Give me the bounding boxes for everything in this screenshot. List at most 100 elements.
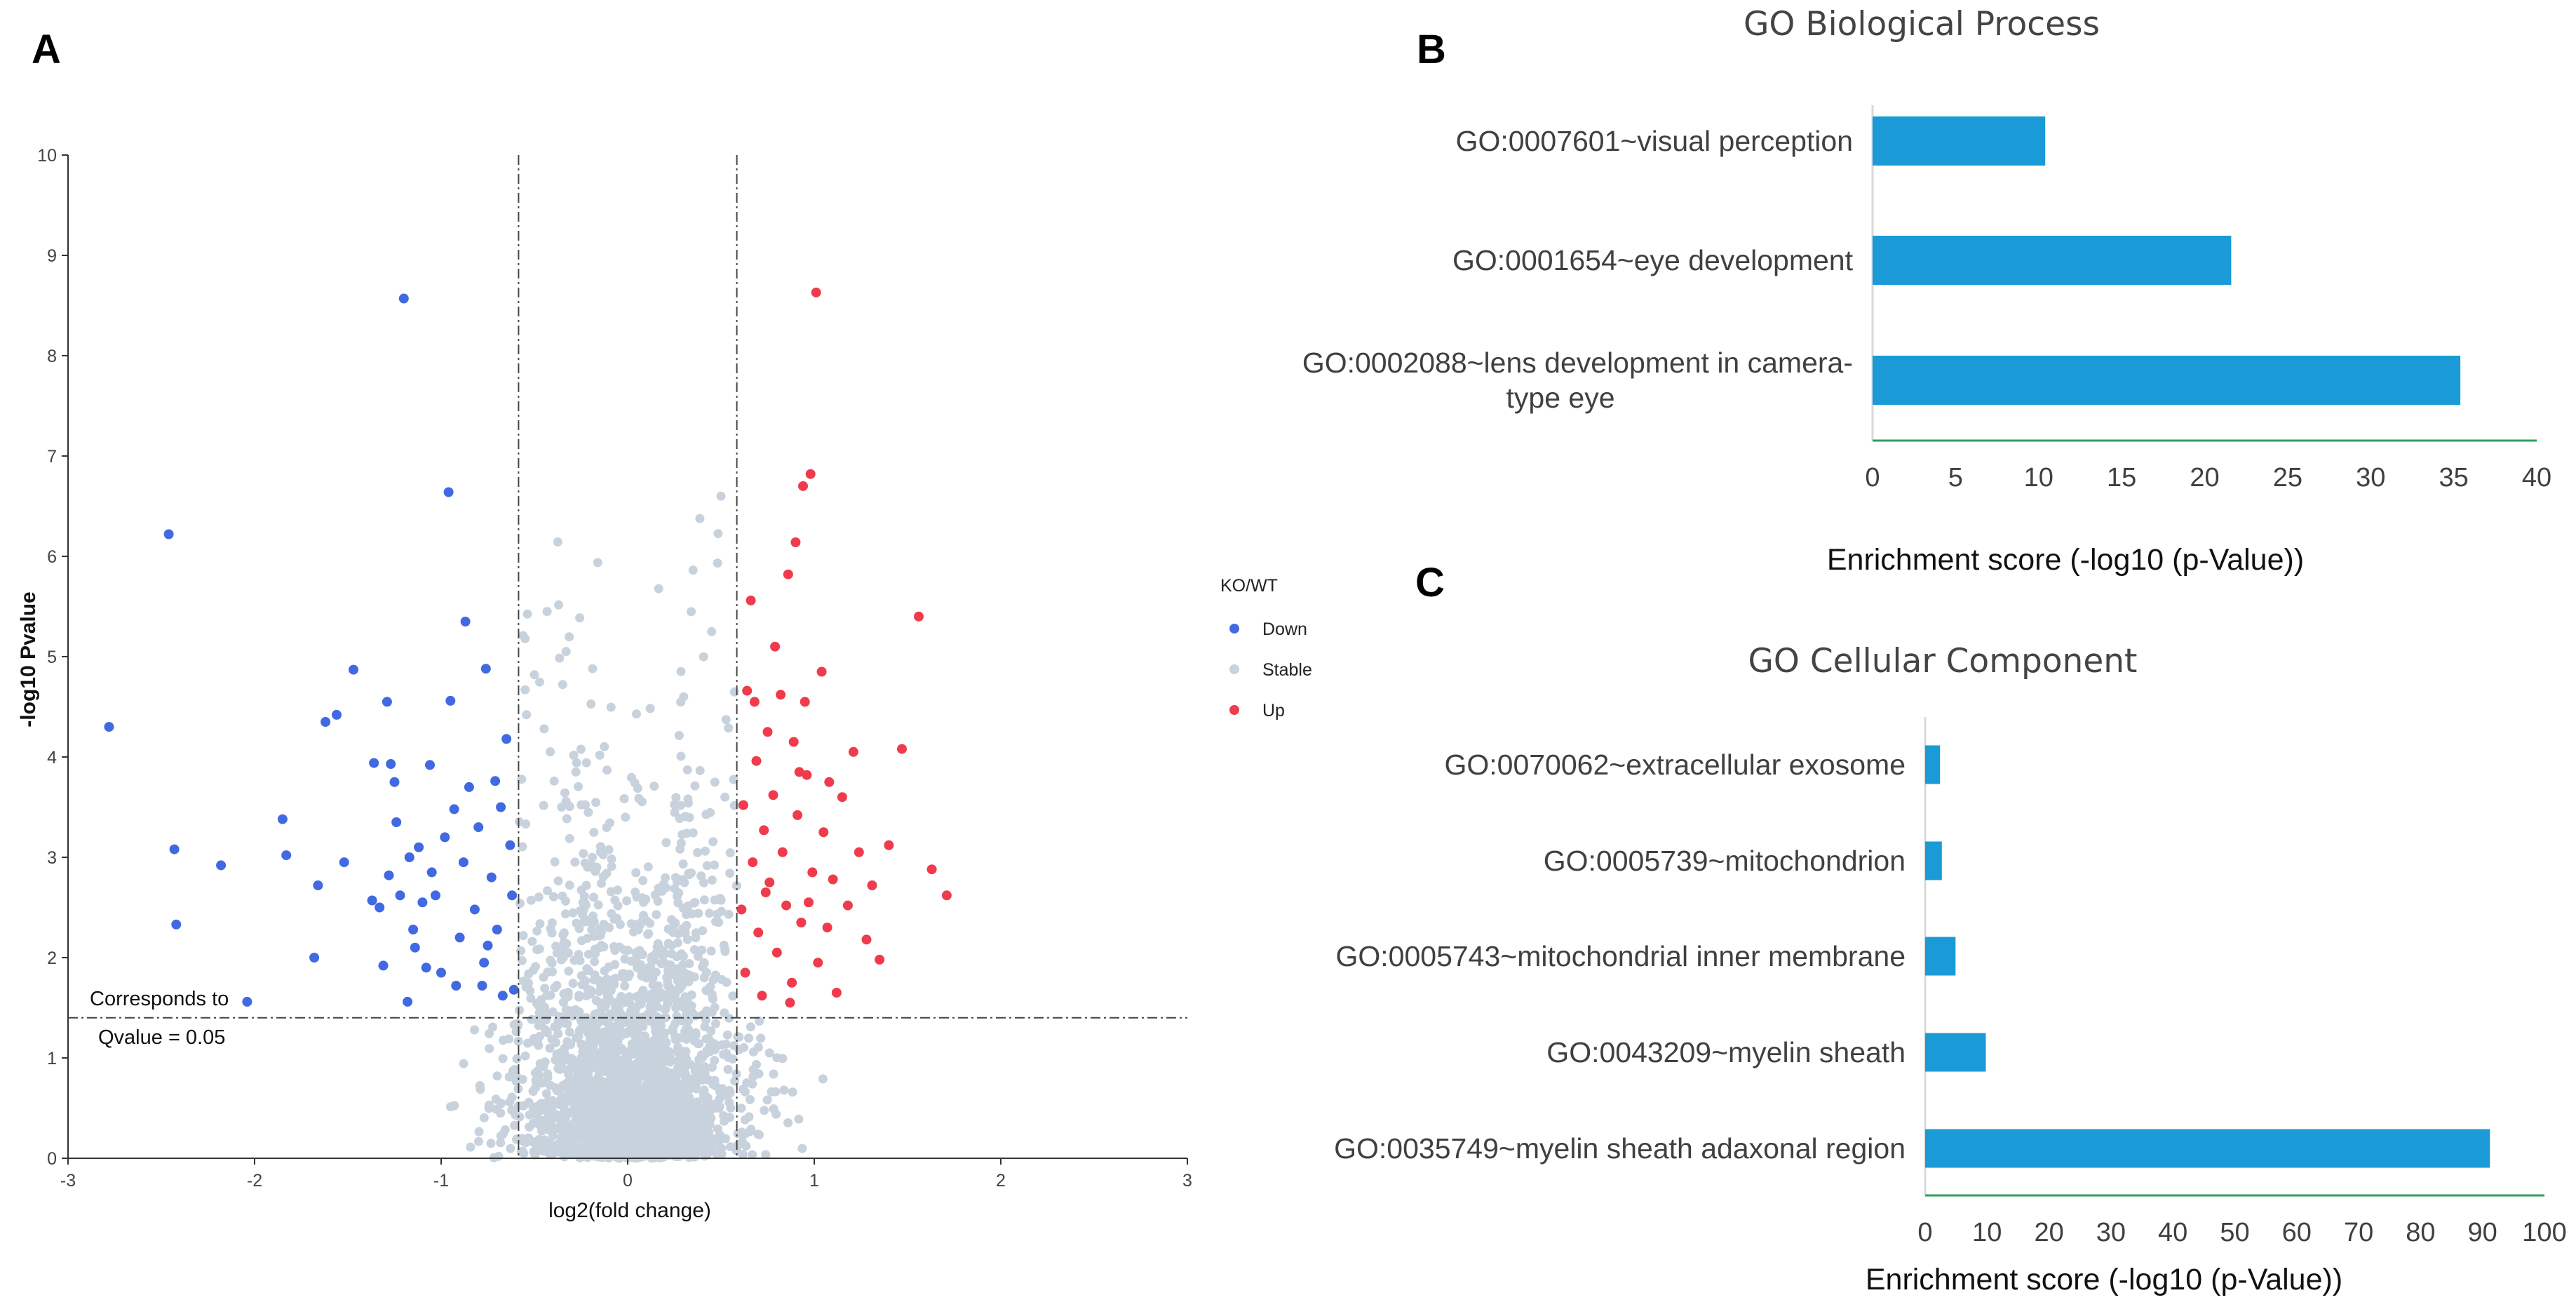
- stable-point: [618, 969, 627, 979]
- up-point: [796, 918, 807, 927]
- x-tick-label: 70: [2344, 1218, 2373, 1247]
- stable-point: [606, 1042, 615, 1052]
- down-point: [349, 664, 358, 675]
- stable-point: [620, 954, 630, 964]
- down-point: [339, 857, 349, 868]
- stable-point: [550, 983, 560, 993]
- stable-point: [719, 1050, 729, 1059]
- down-point: [451, 981, 461, 991]
- volcano-y-axis-title: -log10 Pvalue: [17, 591, 40, 727]
- stable-point: [535, 1059, 545, 1068]
- stable-point: [614, 1065, 623, 1075]
- stable-point: [668, 1134, 677, 1144]
- stable-point: [534, 1040, 544, 1050]
- stable-point: [494, 1151, 504, 1161]
- stable-point: [699, 1092, 708, 1101]
- down-point: [483, 940, 493, 951]
- stable-point: [612, 913, 622, 923]
- stable-point: [710, 970, 720, 980]
- stable-point: [475, 1081, 485, 1090]
- volcano-plot: -3 -2 -1 0 1 2 3 0 1 2 3 4 5 6 7 8 9 10 Corresponds to Qv…: [17, 146, 1312, 1222]
- volcano-y-tick-label: 8: [47, 347, 57, 366]
- stable-point: [685, 1113, 695, 1122]
- bar: [1873, 356, 2461, 405]
- up-point: [800, 697, 810, 707]
- up-point: [884, 840, 894, 850]
- stable-point: [637, 1129, 647, 1139]
- stable-point: [706, 946, 716, 956]
- stable-point: [584, 949, 593, 959]
- stable-point: [589, 827, 599, 837]
- stable-point: [530, 1149, 540, 1159]
- bar: [1925, 1033, 1986, 1072]
- volcano-x-tick-label: 2: [996, 1171, 1006, 1191]
- up-point: [798, 481, 808, 491]
- stable-point: [534, 892, 544, 902]
- stable-point: [672, 1110, 682, 1120]
- stable-point: [579, 892, 589, 901]
- stable-point: [492, 1071, 502, 1081]
- stable-point: [678, 1131, 688, 1141]
- stable-point: [668, 925, 678, 934]
- stable-point: [729, 800, 739, 810]
- stable-point: [621, 812, 630, 822]
- volcano-y-tick-label: 1: [47, 1049, 57, 1068]
- down-point: [460, 617, 471, 626]
- stable-point: [509, 1120, 519, 1130]
- stable-point: [595, 750, 605, 760]
- stable-point: [641, 993, 651, 1003]
- stable-point: [717, 1084, 727, 1094]
- stable-point: [623, 946, 633, 956]
- up-point: [783, 569, 793, 579]
- stable-point: [639, 1071, 649, 1080]
- stable-point: [610, 895, 620, 905]
- up-point: [822, 923, 832, 933]
- x-tick-label: 40: [2522, 463, 2551, 492]
- stable-point: [724, 909, 734, 919]
- x-tick-label: 50: [2220, 1218, 2249, 1247]
- stable-point: [532, 998, 541, 1008]
- stable-point: [596, 927, 606, 937]
- category-label: GO:0070062~extracellular exosome: [1444, 749, 1906, 781]
- down-point: [490, 776, 501, 786]
- threshold-lines: [68, 155, 1187, 1158]
- stable-point: [522, 1038, 532, 1048]
- stable-point: [568, 1092, 578, 1101]
- volcano-y-tick-label: 6: [47, 547, 57, 567]
- stable-point: [713, 558, 722, 568]
- stable-point: [729, 775, 739, 784]
- stable-point: [565, 632, 574, 642]
- bar: [1925, 937, 1956, 976]
- stable-point: [511, 1110, 520, 1120]
- stable-point: [650, 1125, 660, 1134]
- stable-point: [693, 847, 702, 857]
- stable-point: [725, 848, 735, 858]
- stable-point: [539, 1142, 548, 1152]
- stable-point: [516, 946, 526, 956]
- stable-point: [638, 876, 648, 885]
- stable-point: [695, 514, 705, 523]
- x-tick-label: 10: [1972, 1218, 2002, 1247]
- stable-point: [593, 558, 602, 568]
- x-tick-label: 25: [2273, 463, 2302, 492]
- stable-point: [710, 1100, 720, 1110]
- stable-point: [531, 1082, 541, 1092]
- category-label: GO:0002088~lens development in camera-: [1302, 347, 1853, 379]
- stable-point: [561, 1092, 571, 1102]
- stable-point: [607, 1009, 617, 1019]
- stable-point: [571, 767, 581, 777]
- down-point: [404, 852, 414, 862]
- stable-point: [738, 1150, 748, 1159]
- stable-point: [635, 998, 645, 1008]
- stable-point: [651, 1111, 661, 1121]
- stable-point: [646, 963, 656, 972]
- stable-point: [706, 807, 715, 817]
- down-point: [313, 880, 323, 890]
- stable-point: [756, 1033, 766, 1043]
- stable-point: [661, 838, 671, 847]
- stable-point: [592, 1011, 602, 1021]
- stable-point: [724, 723, 734, 733]
- stable-point: [783, 1118, 793, 1127]
- stable-point: [679, 692, 689, 702]
- stable-point: [630, 1073, 640, 1083]
